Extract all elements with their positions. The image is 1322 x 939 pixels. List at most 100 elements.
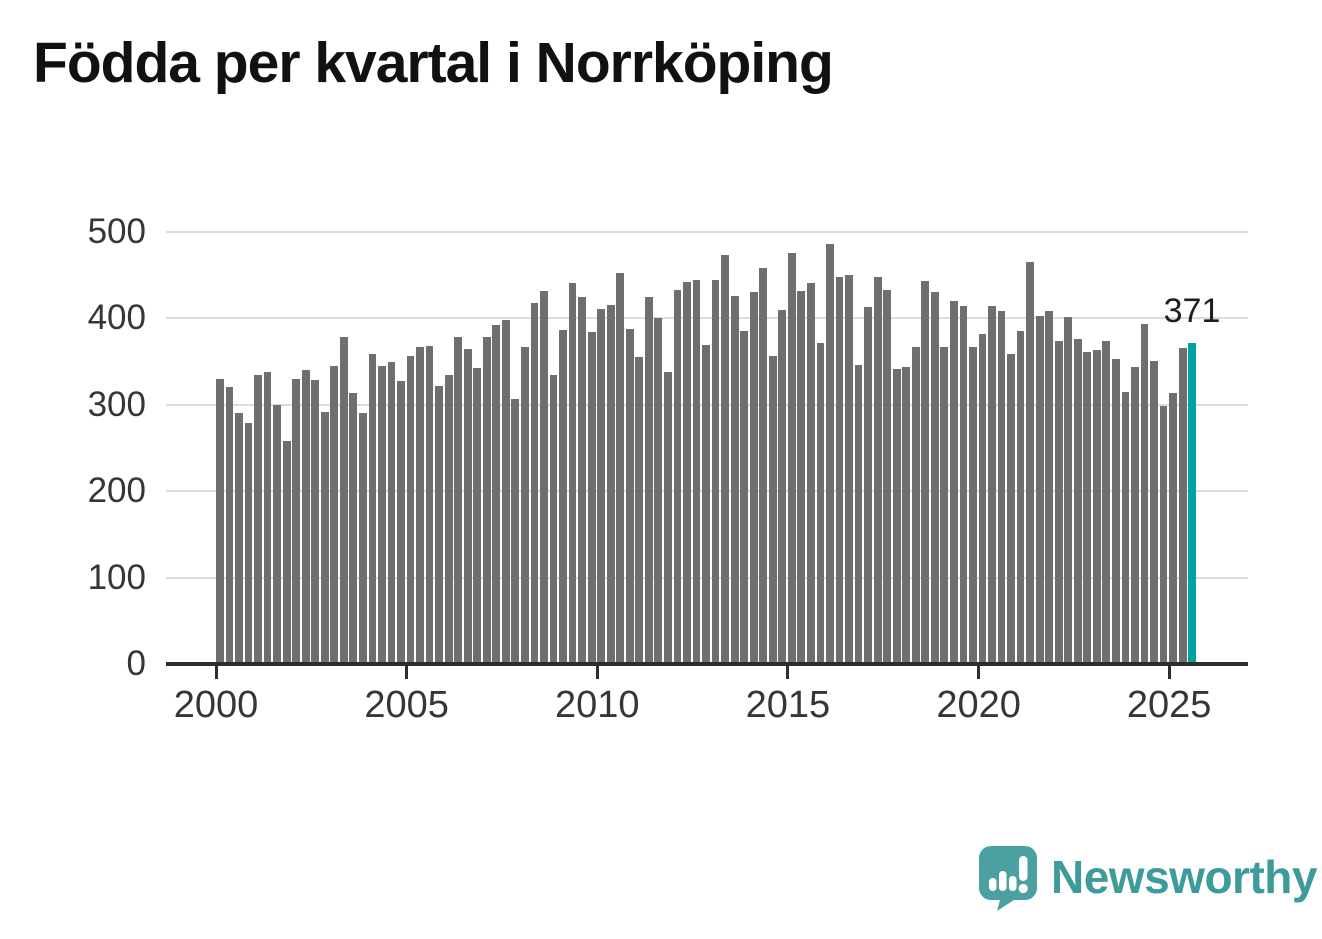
bar-2008-q1 [521,346,529,664]
bar-2021-q1 [1016,330,1025,664]
bar-2010-q1 [597,308,606,664]
x-tick-2000 [214,664,218,679]
bar-2005-q1 [406,355,415,664]
x-tick-label-2020: 2020 [936,684,1021,726]
bar-2004-q1 [368,353,377,664]
bar-2011-q4 [664,371,672,664]
bar-2012-q2 [683,282,691,664]
bar-2008-q2 [530,302,539,664]
bar-2003-q4 [358,413,367,664]
bar-2020-q2 [988,306,996,664]
bar-2024-q4 [1159,405,1168,664]
x-axis-line [166,662,1248,666]
bar-2022-q2 [1064,316,1073,664]
y-tick-label-200: 200 [87,471,146,511]
bar-2013-q3 [730,295,739,664]
y-tick-label-100: 100 [87,557,146,597]
bar-2005-q4 [435,385,444,664]
bar-2000-q3 [235,412,243,664]
gridline-400 [166,317,1248,320]
bar-2019-q2 [949,301,958,664]
bar-2019-q4 [969,346,977,664]
x-tick-2005 [405,664,409,679]
bar-2007-q3 [501,320,510,664]
bar-2017-q3 [883,289,892,664]
bar-2017-q1 [864,307,872,664]
bar-2018-q3 [921,281,930,664]
bar-2017-q2 [873,276,882,664]
bar-2018-q1 [902,366,911,664]
x-tick-label-2025: 2025 [1126,684,1212,726]
bar-2024-q2 [1140,324,1149,664]
bar-2003-q2 [339,337,348,664]
bar-2010-q2 [606,304,615,664]
bar-2017-q4 [892,369,901,664]
x-tick-2020 [977,664,981,679]
bar-2001-q3 [273,404,281,664]
bar-2022-q4 [1083,352,1092,664]
bar-2002-q3 [311,379,320,664]
bar-2015-q3 [806,282,815,664]
x-tick-label-2000: 2000 [173,684,259,726]
bar-2002-q4 [320,411,329,664]
bar-2004-q3 [387,361,396,664]
gridline-500 [166,231,1248,233]
bar-2014-q4 [778,309,787,664]
bar-2000-q4 [244,422,253,664]
bar-2021-q4 [1045,310,1054,664]
bar-2019-q3 [959,306,968,664]
bar-2012-q3 [692,280,701,664]
bar-2025-q1 [1169,392,1177,664]
bar-2005-q2 [416,346,424,664]
bar-2024-q3 [1150,360,1158,664]
bar-2001-q1 [254,374,262,664]
newsworthy-logo-text: Newsworthy [1051,851,1317,903]
bar-2010-q4 [625,328,634,664]
bar-2024-q1 [1131,366,1139,664]
x-tick-2010 [595,664,599,679]
bar-2020-q1 [978,333,987,664]
bar-2016-q4 [854,365,863,664]
x-tick-label-2005: 2005 [364,684,449,726]
chart-title: Födda per kvartal i Norrköping [33,31,834,95]
x-tick-label-2010: 2010 [555,684,640,726]
bar-2013-q4 [740,330,749,664]
bar-2023-q4 [1121,391,1130,664]
bar-2022-q1 [1054,340,1063,664]
bar-2006-q3 [463,348,472,664]
bar-2012-q1 [673,289,682,664]
bar-2001-q4 [282,441,291,664]
bar-2001-q2 [263,371,272,664]
highlighted-bar-2025-q3 [1188,343,1197,664]
bar-2020-q3 [997,310,1006,664]
bar-2006-q1 [444,375,453,664]
bar-2006-q2 [454,336,463,664]
bar-2010-q3 [616,273,625,664]
bar-2008-q4 [549,375,558,664]
bar-2014-q2 [759,268,768,664]
bar-2003-q1 [330,365,339,664]
bar-2021-q2 [1026,262,1035,664]
bar-2004-q2 [378,365,386,664]
last-value-label: 371 [1163,292,1221,330]
bar-2007-q4 [511,398,520,664]
bar-2004-q4 [397,381,405,664]
bar-2007-q1 [482,337,491,664]
y-tick-label-400: 400 [87,298,146,338]
bar-2023-q3 [1112,359,1120,664]
x-tick-2015 [786,664,790,679]
bar-2011-q3 [654,317,663,664]
bar-2015-q2 [797,290,806,664]
newsworthy-logo: Newsworthy [978,845,1317,912]
bar-2023-q2 [1102,340,1111,664]
bar-2007-q2 [492,325,501,664]
bar-2016-q1 [826,244,834,664]
bar-2015-q1 [787,252,796,664]
bar-2014-q3 [768,355,777,664]
bar-2002-q2 [301,370,310,664]
y-tick-label-0: 0 [126,644,146,683]
bar-2003-q3 [349,392,358,664]
bar-2009-q4 [587,332,596,664]
bar-2000-q1 [216,378,224,664]
